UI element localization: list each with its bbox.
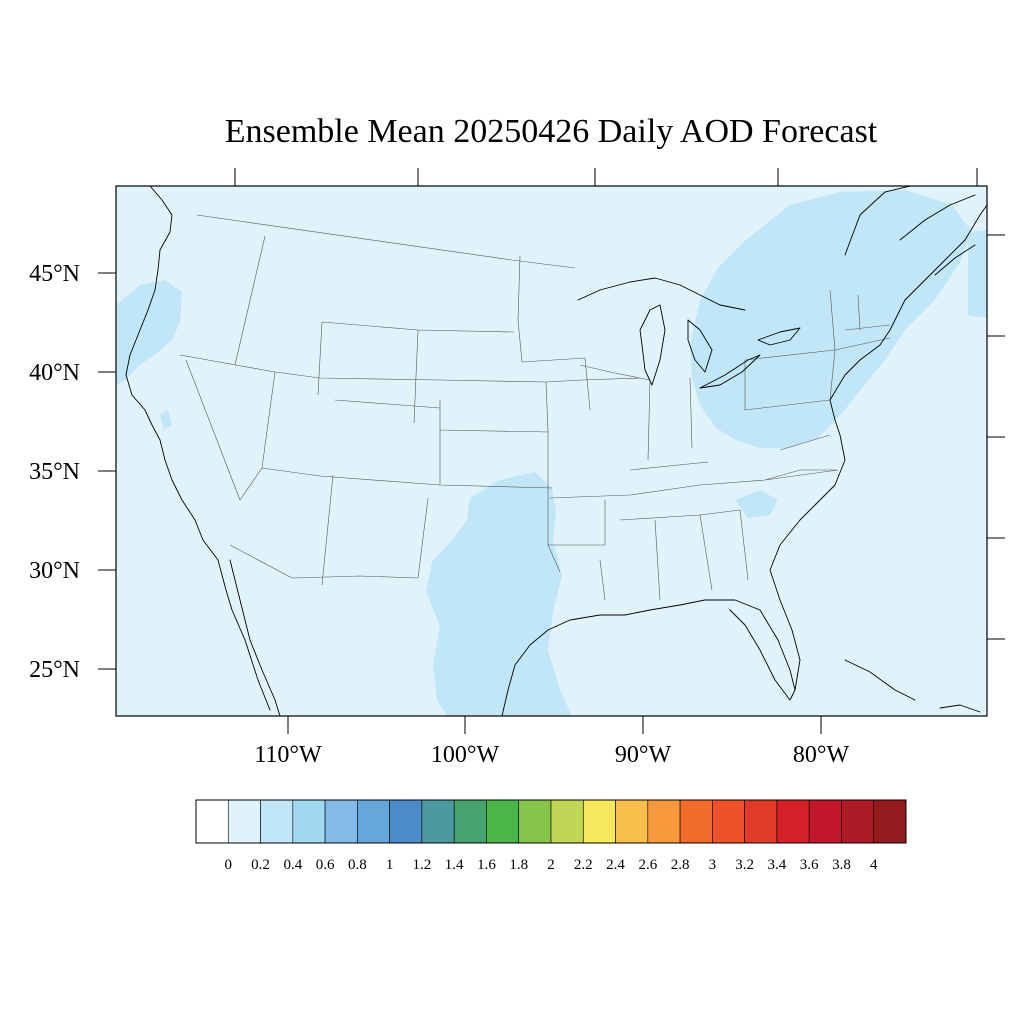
colorbar-label: 3.8 bbox=[832, 857, 851, 873]
colorbar-swatch bbox=[453, 799, 487, 844]
lon-label-110w: 110°W bbox=[254, 742, 322, 768]
us-state-borders bbox=[179, 214, 891, 601]
colorbar-swatch bbox=[195, 799, 229, 844]
colorbar-swatch bbox=[873, 799, 907, 844]
east-coastline bbox=[769, 204, 987, 691]
colorbar-swatch bbox=[647, 799, 681, 844]
aod-patch-carolinas bbox=[735, 490, 778, 518]
colorbar-swatch bbox=[421, 799, 455, 844]
lon-label-100w: 100°W bbox=[431, 742, 500, 768]
colorbar-swatch bbox=[615, 799, 649, 844]
colorbar-label: 2.6 bbox=[638, 857, 657, 873]
colorbar-swatch bbox=[389, 799, 423, 844]
aod-patch-california bbox=[160, 410, 172, 430]
colorbar-label: 2 bbox=[547, 857, 555, 873]
aod-colorbar-labels: 0 0.2 0.4 0.6 0.8 1 1.2 1.4 1.6 1.8 2 2.2 2.4 2.6 2.8 3… bbox=[225, 857, 878, 873]
aod-plume-texas bbox=[426, 472, 572, 716]
colorbar-label: 1.4 bbox=[445, 857, 464, 873]
colorbar-label: 2.2 bbox=[574, 857, 593, 873]
colorbar-swatch bbox=[324, 799, 358, 844]
colorbar-label: 0.6 bbox=[316, 857, 335, 873]
colorbar-swatch bbox=[744, 799, 778, 844]
colorbar-swatch bbox=[518, 799, 552, 844]
caribbean-islands bbox=[844, 659, 981, 713]
lat-label-40n: 40°N bbox=[29, 360, 80, 386]
colorbar-label: 3.4 bbox=[768, 857, 787, 873]
great-lakes bbox=[577, 277, 801, 389]
colorbar-swatch bbox=[679, 799, 713, 844]
colorbar-swatch bbox=[550, 799, 584, 844]
map-ticks bbox=[98, 168, 1005, 734]
colorbar-label: 0 bbox=[225, 857, 233, 873]
west-coastline bbox=[125, 186, 281, 716]
colorbar-label: 0.2 bbox=[251, 857, 270, 873]
lat-label-30n: 30°N bbox=[29, 558, 80, 584]
colorbar-swatch bbox=[227, 799, 261, 844]
canada-coast bbox=[844, 186, 976, 276]
colorbar-label: 1.2 bbox=[413, 857, 432, 873]
lon-label-80w: 80°W bbox=[793, 742, 850, 768]
colorbar-label: 1.8 bbox=[509, 857, 528, 873]
aod-plume-pacific-northwest bbox=[116, 280, 182, 385]
colorbar-label: 0.4 bbox=[283, 857, 302, 873]
colorbar-swatch bbox=[486, 799, 520, 844]
colorbar-label: 0.8 bbox=[348, 857, 367, 873]
colorbar-label: 2.4 bbox=[606, 857, 625, 873]
map-title: Ensemble Mean 20250426 Daily AOD Forecas… bbox=[225, 113, 878, 150]
lat-label-25n: 25°N bbox=[29, 657, 80, 683]
colorbar-swatch bbox=[260, 799, 294, 844]
aod-plume-northeast bbox=[690, 190, 972, 448]
colorbar-label: 1.6 bbox=[477, 857, 496, 873]
lat-label-45n: 45°N bbox=[29, 261, 80, 287]
colorbar-swatch bbox=[841, 799, 875, 844]
colorbar-label: 1 bbox=[386, 857, 394, 873]
colorbar-swatch bbox=[357, 799, 390, 844]
colorbar-frame bbox=[195, 799, 907, 844]
aod-plume-atlantic bbox=[968, 230, 987, 318]
lat-label-35n: 35°N bbox=[29, 459, 80, 485]
colorbar-label: 2.8 bbox=[671, 857, 690, 873]
colorbar-swatch bbox=[292, 799, 326, 844]
map-frame bbox=[115, 185, 988, 717]
colorbar-label: 3.2 bbox=[735, 857, 754, 873]
colorbar-swatch bbox=[712, 799, 745, 844]
map-panel: 45°N 40°N 35°N 30°N 25°N 110°W 100°W 90°… bbox=[29, 168, 1005, 768]
colorbar-label: 4 bbox=[870, 857, 878, 873]
colorbar-swatch bbox=[808, 799, 842, 844]
colorbar-label: 3.6 bbox=[800, 857, 819, 873]
colorbar-swatch bbox=[776, 799, 810, 844]
aod-colorbar bbox=[195, 799, 907, 844]
colorbar-label: 3 bbox=[709, 857, 717, 873]
lon-label-90w: 90°W bbox=[615, 742, 672, 768]
colorbar-swatch bbox=[582, 799, 616, 844]
gulf-coastline bbox=[501, 599, 796, 716]
